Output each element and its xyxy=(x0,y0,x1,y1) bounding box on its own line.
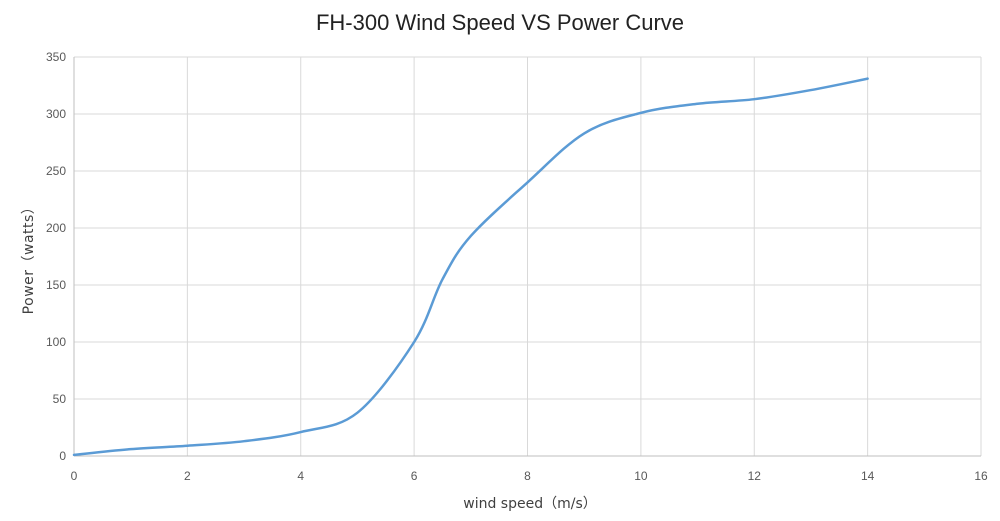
y-tick-label: 250 xyxy=(46,164,66,178)
y-axis-label: Power（watts） xyxy=(21,199,37,315)
x-tick-label: 12 xyxy=(748,469,762,483)
y-tick-label: 200 xyxy=(46,221,66,235)
series-layer xyxy=(72,77,869,457)
x-tick-label: 16 xyxy=(974,469,988,483)
x-tick-label: 10 xyxy=(634,469,648,483)
x-tick-label: 14 xyxy=(861,469,875,483)
y-tick-label: 150 xyxy=(46,278,66,292)
x-tick-label: 0 xyxy=(71,469,78,483)
y-tick-label: 0 xyxy=(59,449,66,463)
x-tick-label: 4 xyxy=(297,469,304,483)
y-tick-label: 100 xyxy=(46,335,66,349)
x-tick-labels: 0 2 4 6 8 10 12 14 16 xyxy=(71,469,988,483)
axes xyxy=(73,57,981,457)
x-tick-label: 8 xyxy=(524,469,531,483)
y-tick-label: 350 xyxy=(46,50,66,64)
y-tick-label: 300 xyxy=(46,107,66,121)
x-tick-label: 2 xyxy=(184,469,191,483)
grid-lines xyxy=(74,56,982,456)
x-tick-label: 6 xyxy=(411,469,418,483)
x-axis-label: wind speed（m/s） xyxy=(463,496,597,512)
series-line xyxy=(72,77,869,457)
chart-title: FH-300 Wind Speed VS Power Curve xyxy=(315,10,685,35)
y-tick-labels: 0 50 100 150 200 250 300 350 xyxy=(46,50,66,463)
y-tick-label: 50 xyxy=(53,392,67,406)
